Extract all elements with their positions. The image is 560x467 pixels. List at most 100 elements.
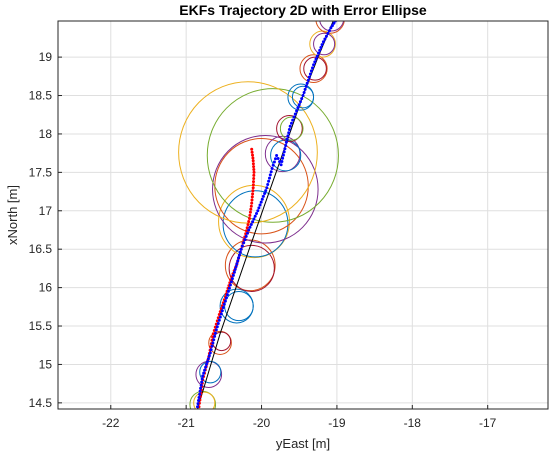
trajectory-point [274, 157, 277, 161]
trajectory-point [251, 220, 255, 224]
trajectory-point [265, 186, 269, 190]
trajectory-point [253, 214, 257, 218]
trajectory-point [213, 334, 217, 338]
error-ellipse [276, 115, 303, 143]
error-ellipse [224, 290, 254, 322]
y-axis-label: xNorth [m] [5, 185, 20, 245]
trajectory-point [225, 293, 229, 297]
trajectory-point [200, 377, 204, 381]
trajectory-point [243, 238, 247, 242]
trajectory-point [239, 247, 243, 251]
trajectory-point [259, 200, 263, 204]
y-tick-label: 18.5 [29, 89, 53, 103]
trajectory-point [247, 228, 251, 232]
x-axis-label: yEast [m] [276, 436, 330, 451]
x-tick-label: -19 [328, 416, 346, 430]
error-ellipse [224, 239, 276, 292]
trajectory-point [246, 223, 250, 227]
trajectory-point [286, 134, 290, 138]
trajectory-point [295, 109, 299, 113]
trajectory-point [229, 280, 233, 284]
trajectory-point [252, 170, 256, 174]
trajectory-point [307, 75, 311, 79]
trajectory-point [319, 46, 323, 49]
trajectory-point [251, 183, 255, 187]
trajectory-point [228, 283, 232, 287]
trajectory-point [287, 131, 291, 135]
trajectory-point [248, 210, 252, 214]
trajectory-point [332, 21, 336, 25]
trajectory-point [279, 163, 283, 167]
trajectory-point [269, 170, 273, 174]
trajectory-point [284, 140, 288, 144]
error-ellipse [319, 21, 344, 32]
trajectory-point [272, 160, 276, 164]
trajectory-point [280, 160, 284, 163]
error-ellipse [206, 88, 339, 223]
trajectory-point [291, 118, 295, 122]
trajectory-point [213, 331, 217, 335]
trajectory-point [282, 150, 286, 154]
trajectory-point [329, 26, 333, 30]
trajectory-point [309, 69, 313, 73]
trajectory-point [198, 389, 202, 393]
trajectory-point [252, 165, 256, 169]
trajectory-point [222, 302, 226, 306]
trajectory-point [233, 267, 237, 271]
trajectory-point [293, 112, 297, 116]
trajectory-point [237, 256, 241, 260]
trajectory-point [264, 189, 268, 193]
trajectory-point [251, 192, 255, 196]
trajectory-point [255, 212, 258, 215]
trajectory-point [207, 354, 211, 358]
trajectory-point [270, 167, 274, 170]
y-tick-label: 16 [39, 281, 53, 295]
trajectory-point [321, 40, 325, 44]
error-ellipse [299, 54, 328, 83]
error-ellipse [279, 116, 304, 141]
trajectory-point [236, 259, 240, 263]
trajectory-point [260, 197, 264, 201]
trajectory-point [227, 286, 231, 290]
trajectory-point [206, 357, 210, 361]
trajectory-point [290, 121, 293, 125]
trajectory-point [252, 217, 256, 221]
error-ellipse [270, 139, 302, 172]
chart-title: EKFs Trajectory 2D with Error Ellipse [179, 2, 427, 18]
trajectory-point [257, 206, 261, 210]
trajectory-point [249, 223, 253, 226]
trajectory-point [231, 273, 235, 277]
trajectory-point [234, 265, 238, 268]
trajectory-point [287, 128, 291, 131]
trajectory-point [248, 225, 252, 229]
trajectory-point [256, 209, 260, 213]
trajectory-point [250, 201, 254, 205]
x-tick-label: -21 [177, 416, 195, 430]
trajectory-point [218, 315, 222, 319]
trajectory-point [296, 106, 300, 110]
trajectory-point [278, 160, 282, 164]
trajectory-point [244, 234, 248, 238]
trajectory-point [252, 180, 255, 184]
trajectory-point [313, 60, 317, 64]
trajectory-point [312, 63, 316, 67]
trajectory-point [317, 51, 320, 55]
trajectory-point [267, 179, 271, 183]
trajectory-point [246, 231, 249, 235]
trajectory-point [203, 368, 207, 372]
trajectory-point [247, 220, 251, 223]
trajectory-point [314, 57, 318, 61]
trajectory-point [198, 392, 202, 396]
trajectory-point [245, 226, 249, 230]
data-layer [178, 21, 345, 409]
trajectory-point [240, 244, 244, 248]
trajectory-point [330, 24, 334, 28]
trajectory-point [292, 115, 296, 119]
trajectory-point [214, 328, 218, 332]
trajectory-point [261, 194, 265, 198]
trajectory-point [268, 173, 272, 177]
trajectory-point [300, 97, 304, 101]
error-ellipse [193, 391, 216, 409]
error-ellipse [303, 56, 327, 81]
trajectory-point [288, 124, 292, 128]
